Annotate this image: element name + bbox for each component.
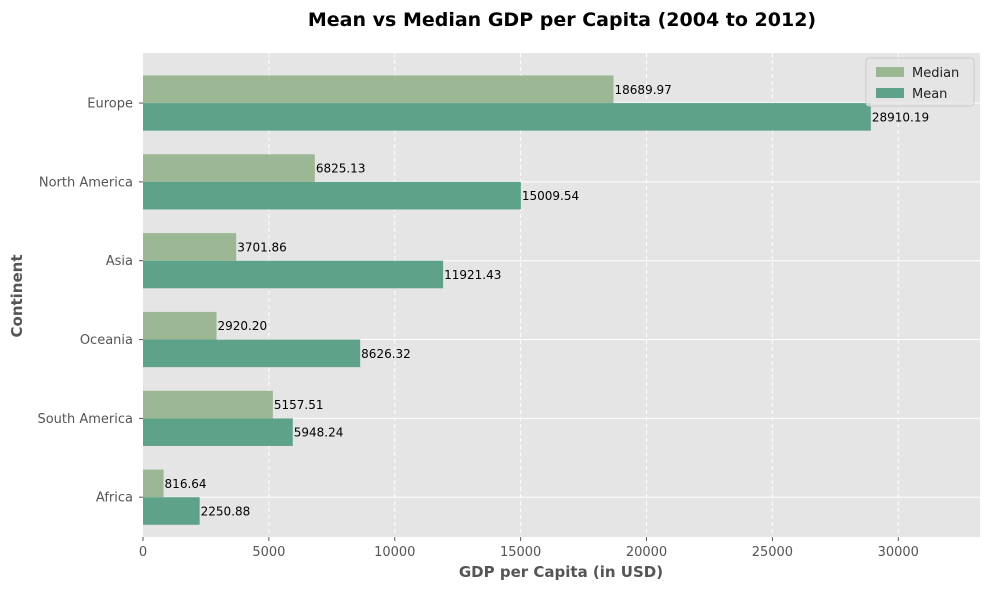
bar-mean bbox=[143, 418, 293, 446]
x-tick-label: 20000 bbox=[626, 545, 667, 560]
y-axis-ticks: Europe North America Asia Oceania South Amer… bbox=[37, 97, 143, 506]
data-label: 6825.13 bbox=[316, 162, 366, 176]
x-axis-label: GDP per Capita (in USD) bbox=[459, 563, 663, 581]
data-label: 15009.54 bbox=[522, 189, 579, 203]
legend-swatch-mean bbox=[876, 88, 904, 98]
plot-background bbox=[143, 53, 980, 537]
bar-mean bbox=[143, 103, 871, 131]
bars bbox=[143, 75, 871, 525]
data-label: 5948.24 bbox=[294, 426, 344, 440]
x-axis-ticks: 0 5000 10000 15000 20000 25000 30000 bbox=[139, 537, 919, 560]
bar-mean bbox=[143, 497, 200, 525]
data-label: 5157.51 bbox=[274, 398, 324, 412]
data-label: 3701.86 bbox=[237, 240, 287, 254]
x-tick-label: 10000 bbox=[374, 545, 415, 560]
y-tick-label: Oceania bbox=[80, 333, 133, 348]
legend-swatch-median bbox=[876, 67, 904, 77]
y-tick-label: Europe bbox=[87, 97, 133, 112]
x-tick-label: 30000 bbox=[878, 545, 919, 560]
bar-mean bbox=[143, 260, 444, 289]
legend-label-mean: Mean bbox=[912, 87, 947, 102]
y-tick-label: South America bbox=[37, 412, 133, 427]
data-labels: 18689.97 6825.13 3701.86 2920.20 5157.51 816.… bbox=[165, 83, 930, 519]
bar-median bbox=[143, 390, 273, 419]
data-label: 11921.43 bbox=[444, 268, 501, 282]
bar-median bbox=[143, 75, 614, 104]
x-tick-label: 15000 bbox=[500, 545, 541, 560]
x-tick-label: 0 bbox=[139, 545, 147, 560]
bar-mean bbox=[143, 339, 361, 368]
legend: Median Mean bbox=[865, 57, 975, 107]
bar-median bbox=[143, 469, 164, 498]
bar-mean bbox=[143, 181, 521, 210]
data-label: 18689.97 bbox=[615, 83, 672, 97]
y-tick-label: Africa bbox=[96, 491, 133, 506]
bar-median bbox=[143, 233, 237, 261]
data-label: 28910.19 bbox=[872, 110, 929, 124]
y-tick-label: Asia bbox=[106, 254, 133, 269]
data-label: 816.64 bbox=[165, 477, 207, 491]
bar-median bbox=[143, 311, 217, 340]
y-tick-label: North America bbox=[39, 175, 133, 190]
data-label: 8626.32 bbox=[361, 347, 411, 361]
data-label: 2920.20 bbox=[218, 319, 268, 333]
x-tick-label: 25000 bbox=[752, 545, 793, 560]
bar-median bbox=[143, 154, 315, 182]
legend-label-median: Median bbox=[912, 66, 959, 81]
data-label: 2250.88 bbox=[201, 504, 251, 518]
chart-title: Mean vs Median GDP per Capita (2004 to 2… bbox=[308, 9, 816, 31]
y-axis-label: Continent bbox=[8, 254, 26, 337]
x-tick-label: 5000 bbox=[252, 545, 285, 560]
